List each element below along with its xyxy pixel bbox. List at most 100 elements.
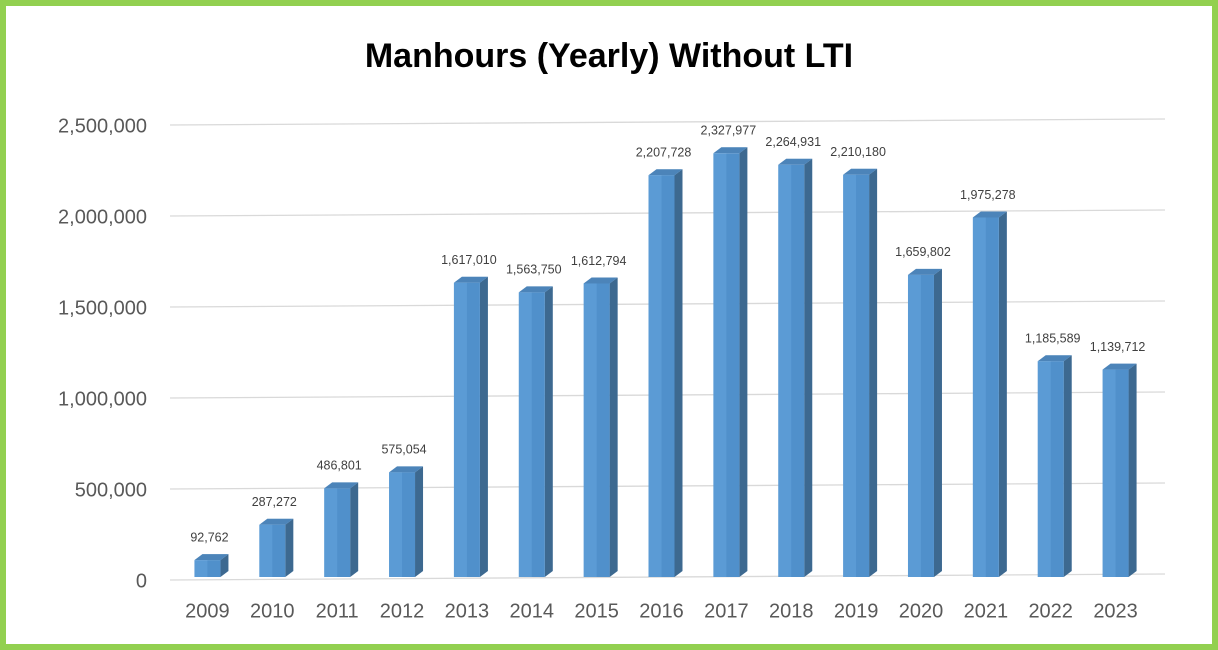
value-label: 1,139,712 <box>1090 340 1146 354</box>
value-label: 1,659,802 <box>895 245 951 259</box>
bar-shade <box>856 174 870 577</box>
bar-top-shade <box>972 211 1007 218</box>
bar-top-shade <box>843 168 878 175</box>
bar-shade <box>726 153 740 578</box>
bar <box>648 175 675 578</box>
value-label: 575,054 <box>381 443 426 457</box>
bar <box>778 164 805 577</box>
bar-shade <box>661 175 675 578</box>
y-tick-label: 1,000,000 <box>58 388 147 410</box>
x-tick-label: 2017 <box>704 600 749 622</box>
bar-top-shade <box>713 147 748 154</box>
bar-side-shade <box>869 168 878 577</box>
bar-top <box>648 169 683 176</box>
value-label: 2,327,977 <box>701 124 757 138</box>
y-tick-label: 500,000 <box>75 479 147 501</box>
bar <box>518 292 545 577</box>
bar-side-shade <box>285 518 294 577</box>
bar-side <box>350 482 359 577</box>
bar <box>259 524 286 577</box>
bar-top-shade <box>778 158 813 165</box>
x-tick-label: 2015 <box>574 600 619 622</box>
bar-top <box>259 518 294 525</box>
bar-side <box>415 466 424 577</box>
bar-top <box>778 158 813 165</box>
bar-side <box>804 158 813 577</box>
x-tick-label: 2018 <box>769 600 814 622</box>
bar-top <box>972 211 1007 218</box>
bar <box>324 488 351 577</box>
bar-side-shade <box>998 211 1007 578</box>
bar <box>972 217 999 578</box>
value-label: 1,975,278 <box>960 188 1016 202</box>
bar-top-shade <box>259 518 294 525</box>
x-tick-label: 2019 <box>834 600 879 622</box>
value-label: 2,207,728 <box>636 145 692 159</box>
x-tick-label: 2022 <box>1028 600 1073 622</box>
bar-top-shade <box>324 482 359 489</box>
bar-side-shade <box>609 277 618 577</box>
bar-side-shade <box>220 554 229 577</box>
bar-side-shade <box>804 158 813 577</box>
bar-top <box>583 277 618 284</box>
bar-side <box>609 277 618 577</box>
bar-side <box>869 168 878 577</box>
y-tick-label: 1,500,000 <box>58 297 147 319</box>
bar-top-shade <box>1037 355 1072 362</box>
bar-shade <box>337 488 351 577</box>
bar-top <box>324 482 359 489</box>
value-label: 92,762 <box>190 530 228 544</box>
y-tick-label: 2,000,000 <box>58 206 147 228</box>
bar-side <box>285 518 294 577</box>
bar-side-shade <box>479 276 488 577</box>
value-label: 1,185,589 <box>1025 332 1081 346</box>
y-tick-label: 2,500,000 <box>58 115 147 137</box>
bar-side <box>739 147 748 578</box>
bar-side <box>220 554 229 577</box>
bar-side-shade <box>415 466 424 577</box>
bar-top-shade <box>518 286 553 293</box>
bar-top <box>389 466 424 473</box>
bar-side <box>1128 363 1137 577</box>
bar-top <box>453 276 488 283</box>
x-tick-label: 2009 <box>185 600 230 622</box>
bar-side <box>674 169 683 578</box>
bar-side-shade <box>350 482 359 577</box>
bar-top-shade <box>583 277 618 284</box>
bar-top <box>713 147 748 154</box>
x-tick-label: 2012 <box>380 600 425 622</box>
bar-top-shade <box>194 554 229 561</box>
bar-top <box>194 554 229 561</box>
bar-side-shade <box>739 147 748 578</box>
x-tick-label: 2021 <box>964 600 1009 622</box>
bar-top <box>907 268 942 275</box>
chart-title: Manhours (Yearly) Without LTI <box>365 37 853 75</box>
bar-top <box>1102 363 1137 370</box>
x-tick-label: 2010 <box>250 600 295 622</box>
bar-side <box>1063 355 1072 577</box>
bar <box>1102 369 1129 577</box>
grid-line <box>169 118 1166 126</box>
x-tick-label: 2011 <box>316 600 359 622</box>
bar-shade <box>272 524 286 577</box>
bar-shade <box>596 283 610 577</box>
bar-top-shade <box>907 268 942 275</box>
bar-side-shade <box>933 268 942 577</box>
bar-shade <box>207 560 221 577</box>
bar-shade <box>920 274 934 577</box>
bar-top-shade <box>648 169 683 176</box>
bar <box>453 282 480 577</box>
value-label: 287,272 <box>252 495 297 509</box>
bar-shade <box>791 164 805 577</box>
bar-top <box>843 168 878 175</box>
bar-shade <box>1115 369 1129 577</box>
bar-side-shade <box>1063 355 1072 577</box>
bar-side <box>998 211 1007 578</box>
bar <box>389 472 416 577</box>
x-tick-label: 2013 <box>445 600 490 622</box>
y-tick-label: 0 <box>136 570 147 592</box>
bar <box>843 174 870 577</box>
bar-side-shade <box>1128 363 1137 577</box>
bar-side <box>933 268 942 577</box>
